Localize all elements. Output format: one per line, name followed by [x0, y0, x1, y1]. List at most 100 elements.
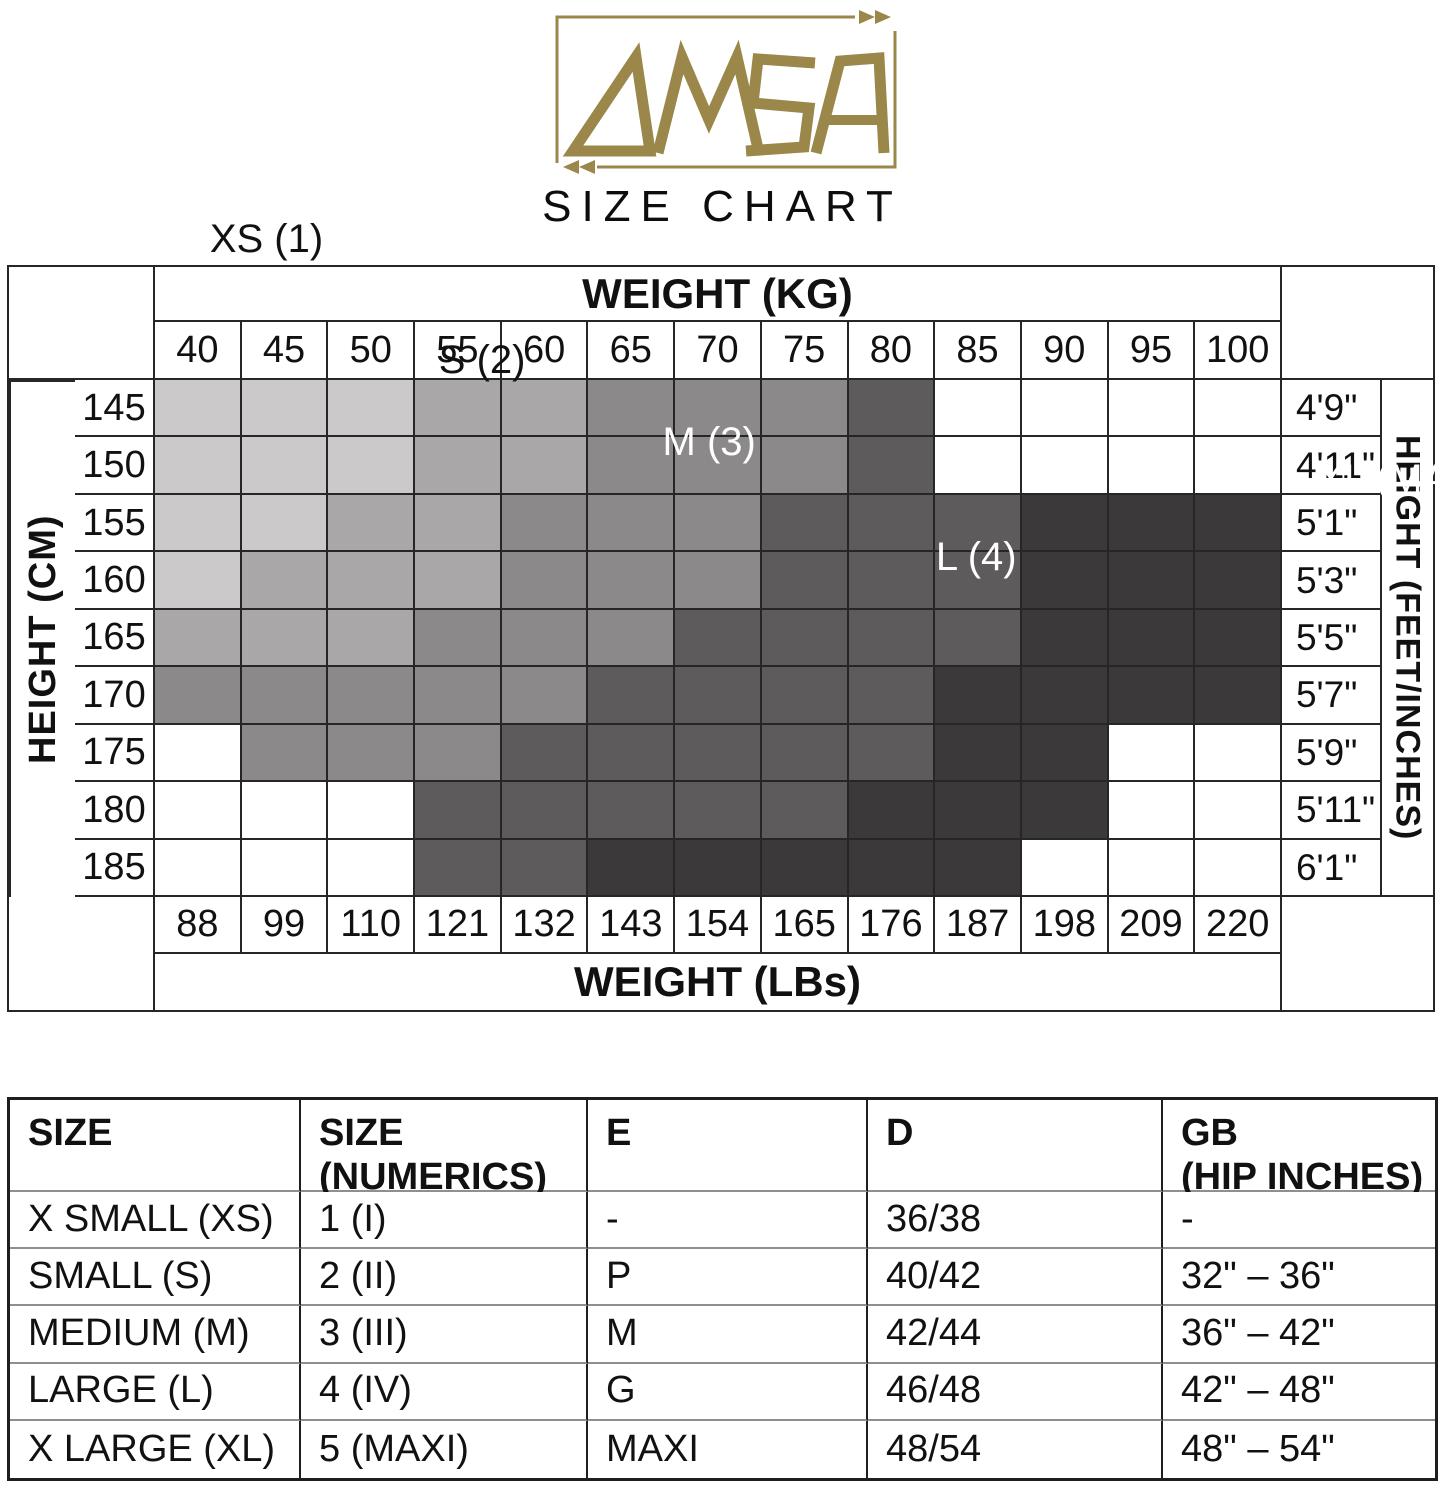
size-zone-cell-xs [241, 437, 329, 495]
column-header-size: SIZE [10, 1100, 301, 1192]
size-conversion-table: SIZE SIZE (NUMERICS) E D GB (HIP INCHES)… [7, 1097, 1438, 1481]
size-zone-cell-s [415, 380, 502, 438]
conversion-cell: P [588, 1249, 868, 1307]
conversion-cell: 36" – 42" [1163, 1306, 1435, 1364]
conversion-cell: X SMALL (XS) [10, 1192, 301, 1250]
conversion-cell: LARGE (L) [10, 1363, 301, 1421]
column-header-size-numerics: SIZE (NUMERICS) [301, 1100, 588, 1198]
size-zone-cell-w [241, 782, 329, 840]
weight-lbs-value: 121 [415, 896, 502, 954]
size-zone-cell-m [241, 724, 329, 783]
size-zone-cell-xs [155, 380, 242, 438]
size-zone-cell-l [848, 609, 936, 668]
size-zone-cell-l [848, 724, 936, 783]
size-zone-cell-xl [1195, 494, 1282, 553]
size-zone-cell-w [1195, 437, 1282, 495]
size-zone-cell-l [415, 782, 502, 840]
size-zone-cell-s [415, 494, 502, 553]
size-zone-cell-s [155, 609, 242, 668]
height-cm-value: 180 [75, 782, 155, 840]
weight-lbs-value: 99 [241, 896, 329, 954]
size-zone-cell-m [415, 667, 502, 725]
size-zone-cell-xl [1195, 609, 1282, 668]
omsa-logo-icon [555, 10, 897, 174]
conversion-cell: 3 (III) [301, 1306, 588, 1364]
conversion-cell: 40/42 [868, 1249, 1163, 1307]
conversion-cell: 32" – 36" [1163, 1249, 1435, 1307]
size-zone-cell-w [1195, 724, 1282, 783]
height-ftin-value: 5'5" [1281, 609, 1382, 668]
conversion-cell: - [588, 1192, 868, 1250]
size-zone-cell-m [328, 724, 416, 783]
size-zone-cell-m [675, 552, 762, 610]
size-zone-cell-l [935, 494, 1022, 553]
size-zone-cell-m [761, 380, 849, 438]
size-zone-cell-l [848, 552, 936, 610]
corner-bottom-left [9, 896, 155, 1010]
size-zone-cell-m [501, 494, 589, 553]
weight-lbs-value: 132 [501, 896, 589, 954]
size-zone-cell-m [588, 552, 676, 610]
height-cm-value: 175 [75, 724, 155, 783]
weight-lbs-value: 209 [1108, 896, 1196, 954]
size-zone-cell-l [588, 724, 676, 783]
corner-bottom-right [1281, 896, 1433, 1010]
size-zone-cell-m [761, 437, 849, 495]
size-zone-cell-w [328, 839, 416, 897]
size-zone-cell-m [588, 380, 676, 438]
height-cm-value: 170 [75, 667, 155, 725]
weight-kg-value: 40 [155, 322, 242, 380]
weight-lbs-value: 187 [935, 896, 1022, 954]
size-zone-cell-w [1021, 437, 1109, 495]
height-ftin-header: HEIGHT (FEET/INCHES) [1381, 380, 1433, 897]
height-ftin-value: 4'9" [1281, 380, 1382, 438]
arrow-right-icon [859, 10, 875, 24]
size-zone-cell-m [501, 552, 589, 610]
size-zone-cell-xl [935, 782, 1022, 840]
size-zone-cell-s [241, 552, 329, 610]
size-zone-cell-w [1195, 782, 1282, 840]
size-zone-cell-l [761, 724, 849, 783]
size-zone-cell-m [328, 667, 416, 725]
size-zone-cell-s [241, 609, 329, 668]
size-zone-cell-l [761, 667, 849, 725]
size-zone-cell-xl [1108, 494, 1196, 553]
omsa-letters [562, 39, 890, 157]
size-zone-cell-xl [1195, 552, 1282, 610]
weight-kg-value: 65 [588, 322, 676, 380]
weight-lbs-value: 198 [1021, 896, 1109, 954]
size-zone-cell-l [501, 839, 589, 897]
size-zone-cell-xs [155, 494, 242, 553]
arrow-left-icon [579, 160, 595, 174]
size-zone-cell-l [848, 667, 936, 725]
size-zone-cell-l [501, 724, 589, 783]
corner-top-right [1281, 267, 1433, 380]
size-zone-cell-w [241, 839, 329, 897]
weight-lbs-value: 88 [155, 896, 242, 954]
height-cm-value: 160 [75, 552, 155, 610]
size-zone-cell-l [848, 437, 936, 495]
size-zone-cell-xs [241, 494, 329, 553]
size-zone-cell-m [415, 724, 502, 783]
size-zone-cell-m [588, 437, 676, 495]
size-zone-cell-w [1108, 437, 1196, 495]
size-zone-cell-xs [328, 437, 416, 495]
height-ftin-value: 5'11" [1281, 782, 1382, 840]
weight-lbs-header: WEIGHT (LBs) [155, 953, 1282, 1010]
height-cm-value: 185 [75, 839, 155, 897]
height-cm-header: HEIGHT (CM) [9, 380, 75, 897]
size-zone-cell-w [155, 782, 242, 840]
height-weight-grid: WEIGHT (KG) HEIGHT (CM) HEIGHT (FEET/INC… [7, 265, 1435, 1012]
size-zone-cell-xl [1108, 552, 1196, 610]
height-ftin-value: 5'9" [1281, 724, 1382, 783]
size-zone-cell-w [1108, 380, 1196, 438]
size-zone-cell-xl [1021, 782, 1109, 840]
size-zone-cell-w [1021, 380, 1109, 438]
size-zone-cell-m [675, 437, 762, 495]
size-zone-cell-l [848, 380, 936, 438]
size-zone-cell-xl [1021, 724, 1109, 783]
size-zone-cell-l [675, 724, 762, 783]
page-title: SIZE CHART [542, 182, 903, 231]
size-zone-cell-l [675, 782, 762, 840]
